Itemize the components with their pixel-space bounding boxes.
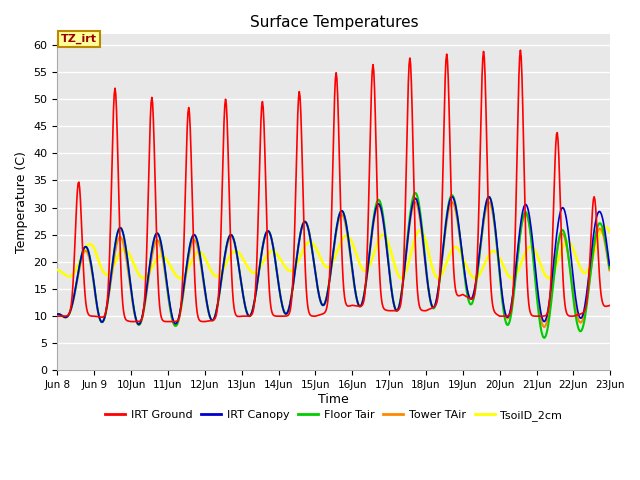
Text: TZ_irt: TZ_irt [61,34,97,44]
Y-axis label: Temperature (C): Temperature (C) [15,151,28,253]
X-axis label: Time: Time [319,393,349,406]
Title: Surface Temperatures: Surface Temperatures [250,15,418,30]
Legend: IRT Ground, IRT Canopy, Floor Tair, Tower TAir, TsoilD_2cm: IRT Ground, IRT Canopy, Floor Tair, Towe… [101,406,567,425]
